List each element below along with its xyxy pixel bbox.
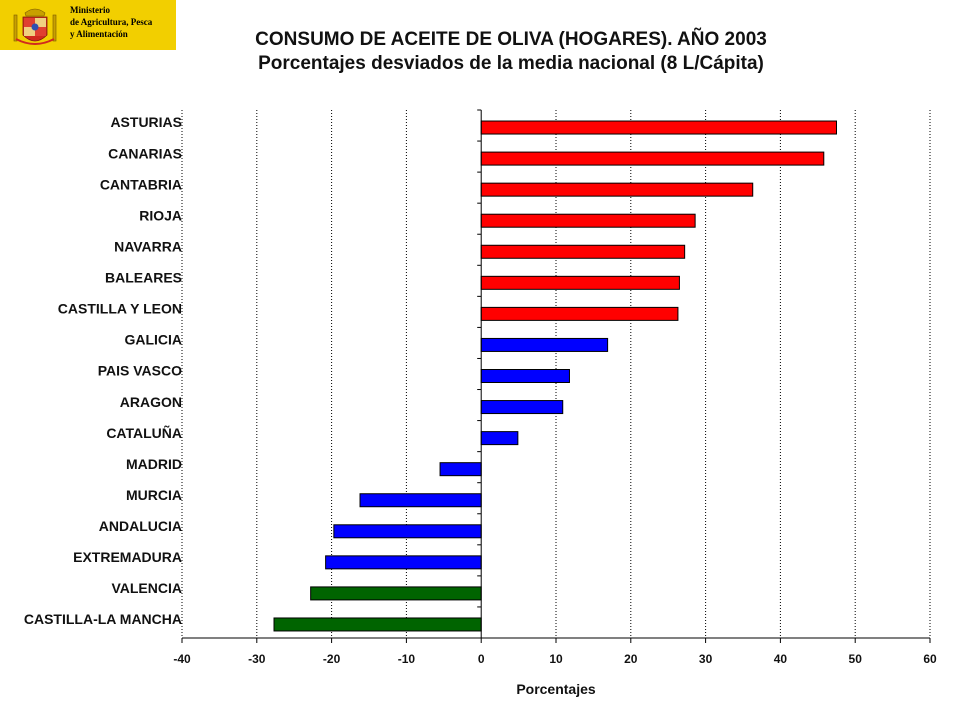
bar [480,337,609,352]
x-axis-title: Porcentajes [516,681,596,697]
x-tick-labels: -40 -30 -20 -10 0 10 20 30 40 50 60 [173,652,937,666]
category-label: ANDALUCIA [99,518,182,534]
bar [273,617,482,632]
bar [439,462,482,477]
coat-of-arms-icon [13,8,57,45]
x-tick-label: 0 [478,652,485,666]
x-tick-label: -10 [398,652,416,666]
category-label: RIOJA [139,207,182,223]
chart-title: CONSUMO DE ACEITE DE OLIVA (HOGARES). AÑ… [255,29,767,50]
ministry-name-line-3: y Alimentación [70,29,128,39]
x-tick-label: 50 [849,652,863,666]
bar [310,586,482,601]
x-tick-label: 10 [549,652,563,666]
bar [480,151,825,166]
category-label: PAIS VASCO [98,363,182,379]
bar [480,431,519,446]
axes [181,109,931,643]
category-label: CATALUÑA [106,424,182,441]
x-tick-label: -20 [323,652,341,666]
bar [480,306,679,321]
ministry-name: Ministerio de Agricultura, Pesca y Alime… [70,4,174,40]
category-label: CANARIAS [108,145,182,161]
category-label: EXTREMADURA [73,549,182,565]
chart-subtitle: Porcentajes desviados de la media nacion… [258,53,764,74]
category-label: VALENCIA [111,580,182,596]
category-label: GALICIA [124,332,182,348]
bar [359,493,482,508]
category-label: CASTILLA-LA MANCHA [24,611,182,627]
category-label: BALEARES [105,270,182,286]
bar [480,400,564,415]
bar [333,524,482,539]
x-tick-label: -40 [173,652,191,666]
bar [480,213,696,228]
bar [480,275,680,290]
bar [480,244,686,259]
x-tick-label: 40 [774,652,788,666]
x-tick-label: 30 [699,652,713,666]
x-tick-label: -30 [248,652,266,666]
category-label: NAVARRA [114,238,182,254]
bars [273,120,837,632]
category-label: ASTURIAS [110,114,182,130]
bar [480,369,570,383]
category-label: CASTILLA Y LEON [58,301,182,317]
x-tick-label: 20 [624,652,638,666]
category-label: ARAGON [120,394,182,410]
category-label: CANTABRIA [100,176,182,192]
chart-titles: CONSUMO DE ACEITE DE OLIVA (HOGARES). AÑ… [176,28,846,76]
ministry-name-line-1: Ministerio [70,5,110,15]
ministry-name-line-2: de Agricultura, Pesca [70,17,153,27]
bar [480,120,837,135]
ministry-logo: Ministerio de Agricultura, Pesca y Alime… [0,0,176,50]
category-label: MADRID [126,456,182,472]
category-label: MURCIA [126,487,182,503]
bar [480,182,754,197]
x-tick-label: 60 [923,652,937,666]
category-labels: ASTURIAS CANARIAS CANTABRIA RIOJA NAVARRA BAL… [24,114,182,627]
bar [325,555,482,570]
